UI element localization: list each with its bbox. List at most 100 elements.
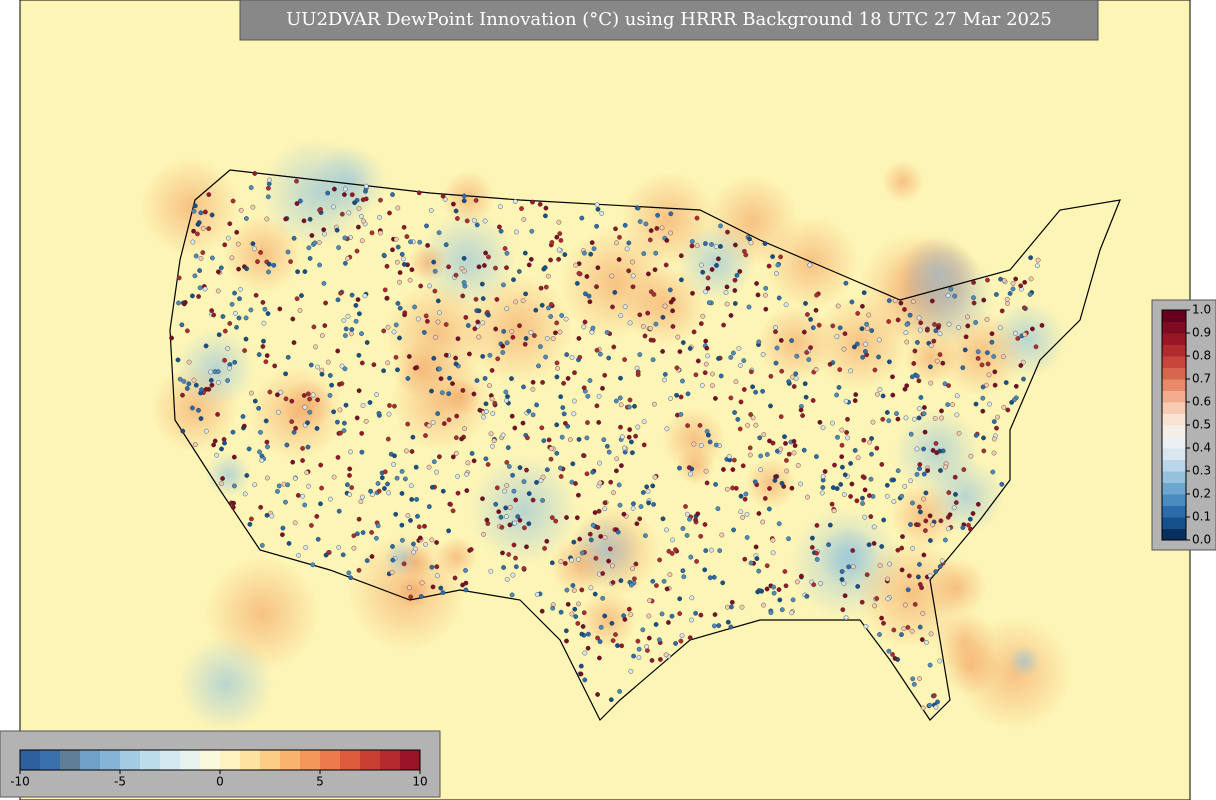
station xyxy=(226,365,232,371)
station xyxy=(471,391,477,397)
station xyxy=(590,325,596,331)
station xyxy=(283,216,289,222)
station xyxy=(804,350,810,355)
station xyxy=(393,322,399,328)
station xyxy=(698,533,704,539)
colorbar-tick-label: 10 xyxy=(412,775,427,789)
station xyxy=(455,336,461,342)
station xyxy=(338,290,343,296)
station xyxy=(525,435,530,441)
shade xyxy=(441,377,480,417)
colorbar-segment xyxy=(1162,494,1186,506)
station xyxy=(921,552,927,558)
station xyxy=(499,524,505,530)
station xyxy=(539,302,545,308)
station xyxy=(562,252,568,258)
station xyxy=(355,297,361,302)
station xyxy=(910,500,915,506)
station xyxy=(423,313,429,319)
station xyxy=(839,577,845,582)
station xyxy=(594,223,599,229)
station xyxy=(620,434,625,440)
station xyxy=(935,325,941,330)
station xyxy=(511,488,517,494)
station xyxy=(909,628,915,634)
station xyxy=(395,244,401,250)
station xyxy=(573,481,578,486)
station xyxy=(664,426,670,432)
station xyxy=(335,348,341,354)
station xyxy=(917,676,922,681)
colorbar-segment xyxy=(40,750,61,770)
station xyxy=(728,313,734,318)
station xyxy=(345,313,351,319)
station xyxy=(438,585,444,591)
station xyxy=(839,427,845,433)
station xyxy=(699,382,705,388)
station xyxy=(943,464,948,470)
station xyxy=(908,522,913,527)
station xyxy=(377,214,382,220)
station xyxy=(300,493,305,499)
colorbar-segment xyxy=(1162,310,1186,322)
station xyxy=(473,296,479,302)
station xyxy=(646,271,651,277)
station xyxy=(285,482,290,488)
station xyxy=(604,443,610,449)
station xyxy=(912,602,918,607)
station xyxy=(491,438,497,444)
station xyxy=(368,488,373,494)
station xyxy=(703,548,709,553)
station xyxy=(295,269,300,275)
station xyxy=(732,288,738,293)
station xyxy=(705,353,710,359)
station xyxy=(180,428,186,434)
station xyxy=(614,468,619,474)
station xyxy=(778,414,784,420)
station xyxy=(431,459,437,465)
station xyxy=(836,384,842,390)
station xyxy=(615,529,621,535)
station xyxy=(975,501,981,507)
station xyxy=(476,334,482,340)
station xyxy=(191,377,197,383)
station xyxy=(1028,255,1034,261)
station xyxy=(764,563,770,569)
station xyxy=(206,226,212,232)
station xyxy=(629,439,634,445)
station xyxy=(994,425,999,431)
station xyxy=(523,335,529,341)
station xyxy=(728,354,734,360)
station xyxy=(293,425,298,431)
station xyxy=(938,468,943,473)
station xyxy=(209,212,215,218)
station xyxy=(232,359,238,365)
station xyxy=(486,383,492,388)
station xyxy=(349,485,355,490)
station xyxy=(563,316,569,322)
station xyxy=(663,262,669,268)
station xyxy=(732,410,737,415)
station xyxy=(917,466,922,471)
station xyxy=(782,569,788,574)
station xyxy=(1007,291,1013,296)
station xyxy=(613,226,618,232)
station xyxy=(480,496,485,502)
station xyxy=(248,185,254,191)
station xyxy=(902,306,907,312)
station xyxy=(917,624,923,630)
station xyxy=(934,450,940,456)
station xyxy=(816,322,822,328)
station xyxy=(262,306,268,312)
station xyxy=(970,511,976,516)
station xyxy=(689,239,695,244)
station xyxy=(838,481,844,487)
station xyxy=(952,474,958,480)
station xyxy=(570,583,576,588)
station xyxy=(347,492,353,497)
station xyxy=(530,497,536,503)
station xyxy=(601,437,607,443)
station xyxy=(530,199,535,205)
station xyxy=(348,575,354,581)
station xyxy=(975,349,981,355)
